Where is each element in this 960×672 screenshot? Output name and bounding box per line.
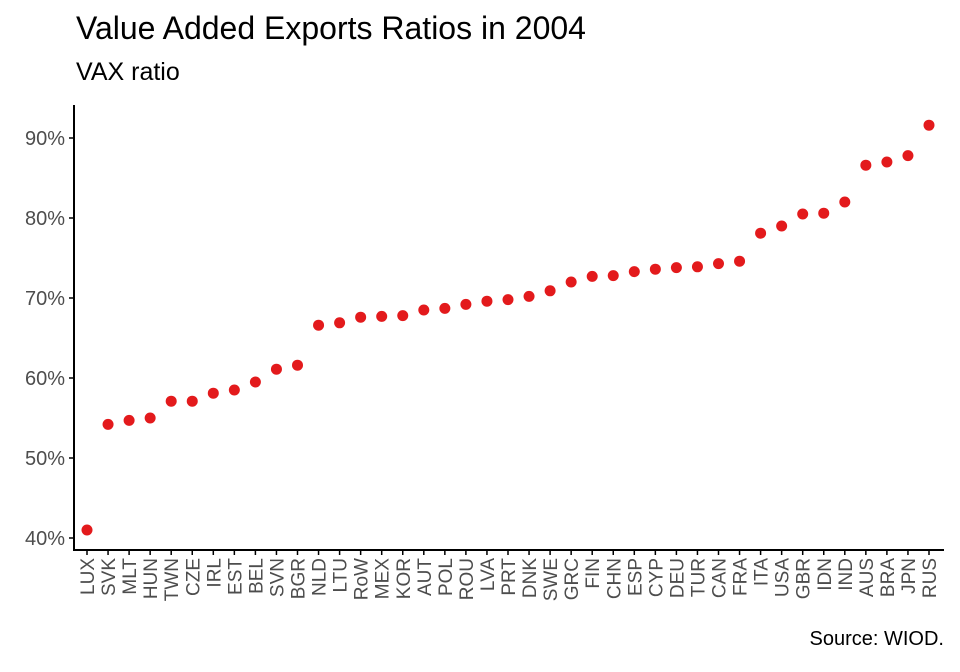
y-axis: 40% 50% 60% 70% 80% 90% [25, 128, 74, 550]
x-tick-label: FRA [731, 558, 752, 596]
data-point-bel [249, 376, 261, 388]
data-point-cyp [649, 263, 661, 275]
x-tick-label: GBR [794, 558, 815, 599]
x-axis: LUX SVK MLT HUN TWN CZE IRL EST BEL SVN BGR NLD LTU R… [78, 550, 941, 601]
x-tick-label: MLT [120, 558, 141, 595]
data-point-idn [818, 207, 830, 219]
x-tick-label: CZE [183, 558, 204, 596]
data-point-twn [165, 395, 177, 407]
x-tick-label: RoW [352, 558, 373, 600]
data-point-jpn [902, 150, 914, 162]
x-tick-label: BGR [289, 558, 310, 599]
x-tick-label: DNK [520, 558, 541, 598]
data-point-can [713, 258, 724, 270]
chart-subtitle: VAX ratio [76, 58, 180, 86]
data-point-rou [460, 298, 472, 310]
data-point-fra [734, 255, 746, 267]
x-tick-label: AUT [415, 558, 436, 596]
data-point-mex [376, 310, 388, 322]
x-tick-label: PRT [499, 558, 520, 596]
x-tick-label: LTU [331, 558, 352, 592]
x-tick-label: EST [225, 558, 246, 595]
y-tick-label: 60% [25, 368, 65, 390]
data-point-swe [544, 285, 556, 297]
x-tick-label: RUS [920, 558, 941, 598]
chart-caption: Source: WIOD. [809, 628, 944, 650]
data-point-lux [81, 524, 93, 536]
data-point-svk [102, 418, 114, 430]
x-tick-label: SVK [99, 558, 120, 596]
points-layer [81, 119, 935, 536]
data-point-deu [670, 262, 682, 274]
data-point-grc [565, 276, 577, 288]
x-tick-label: NLD [310, 558, 331, 596]
x-tick-label: TUR [688, 558, 709, 597]
data-point-ita [755, 227, 767, 239]
data-point-usa [776, 220, 788, 232]
x-tick-label: GRC [562, 558, 583, 600]
data-point-dnk [523, 290, 535, 302]
data-point-aut [418, 304, 430, 316]
x-tick-label: ESP [625, 558, 646, 596]
data-point-est [228, 384, 240, 396]
x-tick-label: FIN [583, 558, 604, 589]
x-tick-label: HUN [141, 558, 162, 599]
x-tick-label: CYP [646, 558, 667, 597]
x-tick-label: SVN [267, 558, 288, 597]
x-tick-label: ROU [457, 558, 478, 600]
x-tick-label: TWN [162, 558, 183, 601]
x-tick-label: AUS [857, 558, 878, 597]
data-point-lva [481, 295, 493, 307]
y-tick-label: 50% [25, 448, 65, 470]
x-tick-label: BEL [246, 558, 267, 594]
x-tick-label: LVA [478, 558, 499, 591]
x-tick-label: IND [836, 558, 857, 591]
data-point-nld [313, 319, 325, 331]
x-tick-label: DEU [667, 558, 688, 598]
x-tick-label: MEX [373, 558, 394, 600]
x-tick-label: CHN [604, 558, 625, 599]
data-point-row [355, 311, 367, 323]
chart-title: Value Added Exports Ratios in 2004 [76, 10, 586, 46]
data-point-svn [270, 363, 282, 375]
x-tick-label: SWE [541, 558, 562, 601]
y-tick-label: 80% [25, 208, 65, 230]
data-point-cze [186, 395, 198, 407]
data-point-tur [691, 261, 703, 273]
y-tick-label: 70% [25, 288, 65, 310]
x-tick-label: USA [773, 558, 794, 597]
data-point-ind [839, 196, 851, 208]
x-tick-label: POL [436, 558, 457, 596]
x-tick-label: KOR [394, 558, 415, 599]
data-point-hun [144, 412, 156, 424]
x-tick-label: LUX [78, 558, 99, 595]
data-point-rus [923, 119, 935, 131]
data-point-chn [607, 270, 619, 282]
data-point-bgr [292, 359, 303, 371]
data-point-irl [207, 387, 219, 399]
data-point-kor [397, 310, 409, 322]
data-point-esp [628, 266, 640, 278]
x-tick-label: BRA [878, 558, 899, 597]
x-tick-label: JPN [899, 558, 920, 594]
data-point-fin [586, 270, 598, 282]
x-tick-label: IDN [815, 558, 836, 591]
y-tick-label: 90% [25, 128, 65, 150]
x-tick-label: CAN [710, 558, 731, 598]
x-tick-label: IRL [204, 558, 225, 588]
data-point-gbr [797, 208, 809, 220]
y-tick-label: 40% [25, 528, 65, 550]
data-point-bra [881, 156, 893, 168]
data-point-aus [860, 159, 872, 171]
data-point-prt [502, 294, 514, 306]
data-point-pol [439, 302, 451, 314]
x-tick-label: ITA [752, 558, 773, 586]
data-point-ltu [334, 317, 346, 329]
data-point-mlt [123, 414, 135, 426]
